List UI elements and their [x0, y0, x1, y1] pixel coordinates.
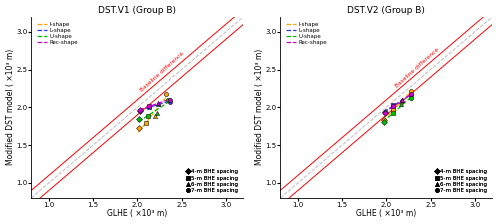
Text: Baseline difference: Baseline difference [394, 47, 440, 88]
X-axis label: GLHE ( ×10³ m): GLHE ( ×10³ m) [107, 209, 167, 218]
Title: DST.V1 (Group B): DST.V1 (Group B) [99, 6, 176, 15]
Text: Baseline difference: Baseline difference [139, 51, 185, 93]
Y-axis label: Modified DST model ( ×10³ m): Modified DST model ( ×10³ m) [254, 49, 263, 166]
Y-axis label: Modified DST model ( ×10³ m): Modified DST model ( ×10³ m) [5, 49, 14, 166]
X-axis label: GLHE ( ×10³ m): GLHE ( ×10³ m) [356, 209, 416, 218]
Legend: 4-m BHE spacing, 5-m BHE spacing, 6-m BHE spacing, 7-m BHE spacing: 4-m BHE spacing, 5-m BHE spacing, 6-m BH… [186, 169, 239, 193]
Legend: 4-m BHE spacing, 5-m BHE spacing, 6-m BHE spacing, 7-m BHE spacing: 4-m BHE spacing, 5-m BHE spacing, 6-m BH… [435, 169, 488, 193]
Title: DST.V2 (Group B): DST.V2 (Group B) [348, 6, 425, 15]
